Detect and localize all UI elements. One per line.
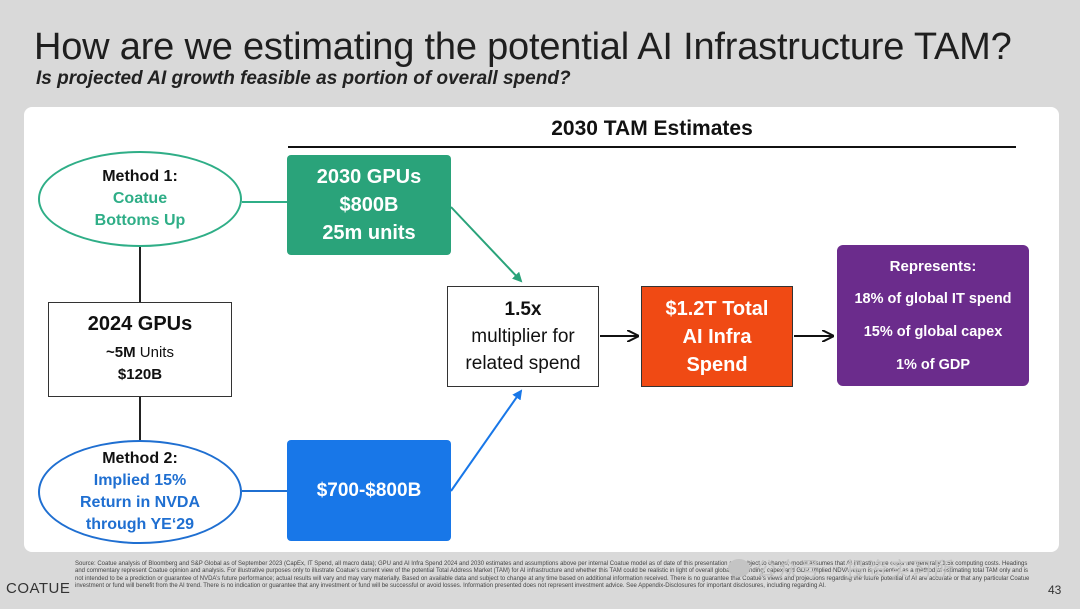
tam-estimates-header: 2030 TAM Estimates (551, 117, 753, 140)
gpus-2024-value: $120B (117, 366, 163, 383)
gpus-2030-node: 2030 GPUs $800B 25m units (287, 155, 451, 255)
range-label: $700-$800B (316, 479, 422, 501)
gpus-2030-value: $800B (339, 194, 399, 216)
method2-return: Implied 15% (93, 472, 187, 489)
gpus-2024-title: 2024 GPUs (87, 313, 193, 335)
range-node: $700-$800B (287, 440, 451, 541)
brand-logo: COATUE (6, 580, 71, 597)
multiplier-value: 1.5x (504, 299, 542, 320)
method1-node: Method 1: Coatue Bottoms Up (38, 151, 242, 247)
gpus-2030-title: 2030 GPUs (316, 166, 422, 188)
method2-node: Method 2: Implied 15% Return in NVDA thr… (38, 440, 242, 544)
method1-name: Coatue (112, 190, 168, 207)
wechat-watermark: 公众号 · 投资实习所 (728, 553, 956, 582)
total-spend-text-2: Spend (686, 353, 748, 376)
method2-horizon: through YE‘29 (85, 516, 195, 533)
total-spend-node: $1.2T Total AI Infra Spend (641, 286, 793, 387)
arrow-2030gpus-to-multiplier (450, 206, 523, 283)
watermark-text: 公众号 · 投资实习所 (756, 559, 956, 581)
method1-label: Method 1: (102, 168, 178, 185)
represents-item-it-spend: 18% of global IT spend (854, 290, 1012, 307)
arrow-range-to-multiplier (450, 389, 523, 492)
total-spend-value: $1.2T Total (665, 297, 769, 320)
represents-node: Represents: 18% of global IT spend 15% o… (837, 245, 1029, 386)
tam-header-rule (288, 146, 1016, 148)
represents-heading: Represents: (889, 257, 977, 275)
gpus-2024-units: ~5M Units (49, 342, 231, 364)
wechat-icon (728, 558, 750, 577)
represents-item-gdp: 1% of GDP (895, 356, 971, 373)
slide-subtitle: Is projected AI growth feasible as porti… (36, 68, 571, 89)
gpus-2030-units: 25m units (322, 222, 416, 244)
method1-approach: Bottoms Up (94, 212, 186, 229)
method2-label: Method 2: (102, 450, 178, 467)
gpus-2024-node: 2024 GPUs ~5M Units $120B (48, 302, 232, 397)
slide-title: How are we estimating the potential AI I… (34, 26, 1012, 68)
multiplier-text-2: related spend (465, 353, 581, 374)
gpus-2024-units-count: ~5M (106, 344, 136, 361)
page-number: 43 (1048, 583, 1062, 597)
method2-target: Return in NVDA (80, 494, 200, 511)
multiplier-text-1: multiplier for (471, 326, 575, 347)
source-disclaimer: Source: Coatue analysis of Bloomberg and… (75, 561, 1030, 589)
total-spend-text-1: AI Infra (682, 325, 752, 348)
gpus-2024-units-label: Units (135, 344, 174, 361)
represents-item-capex: 15% of global capex (863, 323, 1003, 340)
multiplier-node: 1.5x multiplier for related spend (447, 286, 599, 387)
